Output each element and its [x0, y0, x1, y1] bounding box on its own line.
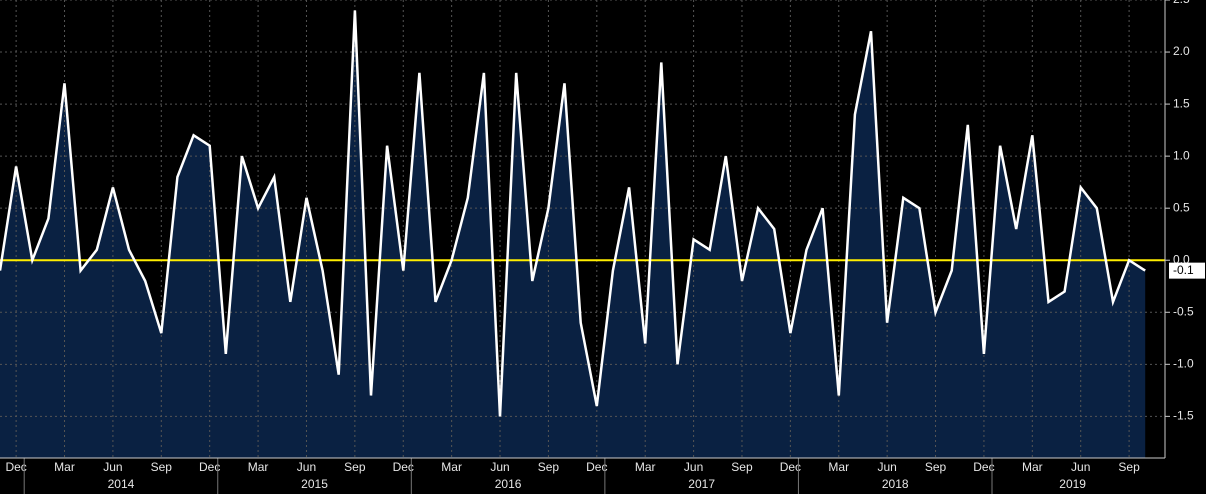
- x-tick-label: Jun: [877, 460, 896, 474]
- y-tick-label: 1.0: [1173, 148, 1190, 162]
- year-label: 2014: [108, 477, 135, 491]
- value-label-box: [1169, 262, 1205, 279]
- y-tick-label: 0.5: [1173, 200, 1190, 214]
- x-tick-label: Sep: [344, 460, 366, 474]
- year-label: 2016: [495, 477, 522, 491]
- x-tick-label: Jun: [490, 460, 509, 474]
- value-label: -0.1: [1173, 263, 1194, 277]
- x-tick-label: Dec: [586, 460, 607, 474]
- x-tick-label: Jun: [684, 460, 703, 474]
- x-tick-label: Sep: [1118, 460, 1140, 474]
- x-tick-label: Sep: [925, 460, 947, 474]
- x-tick-label: Jun: [103, 460, 122, 474]
- y-tick-label: -1.5: [1173, 409, 1194, 423]
- y-tick-label: -0.5: [1173, 304, 1194, 318]
- year-label: 2015: [301, 477, 328, 491]
- x-tick-label: Mar: [828, 460, 849, 474]
- line: [0, 10, 1146, 417]
- x-tick-label: Dec: [780, 460, 801, 474]
- x-tick-label: Dec: [5, 460, 26, 474]
- x-tick-label: Mar: [248, 460, 269, 474]
- year-label: 2018: [882, 477, 909, 491]
- y-tick-label: 1.5: [1173, 96, 1190, 110]
- x-tick-label: Jun: [1071, 460, 1090, 474]
- x-tick-label: Jun: [297, 460, 316, 474]
- y-tick-label: -1.0: [1173, 356, 1194, 370]
- x-tick-label: Dec: [973, 460, 994, 474]
- x-tick-label: Dec: [393, 460, 414, 474]
- x-tick-label: Mar: [54, 460, 75, 474]
- x-tick-label: Sep: [731, 460, 753, 474]
- x-tick-label: Sep: [151, 460, 173, 474]
- x-tick-label: Mar: [635, 460, 656, 474]
- area: [0, 10, 1146, 459]
- year-label: 2019: [1059, 477, 1086, 491]
- y-tick-label: 2.0: [1173, 44, 1190, 58]
- x-tick-label: Mar: [441, 460, 462, 474]
- year-label: 2017: [688, 477, 715, 491]
- y-tick-label: 2.5: [1173, 0, 1190, 6]
- x-tick-label: Sep: [538, 460, 560, 474]
- x-tick-label: Dec: [199, 460, 220, 474]
- x-tick-label: Mar: [1022, 460, 1043, 474]
